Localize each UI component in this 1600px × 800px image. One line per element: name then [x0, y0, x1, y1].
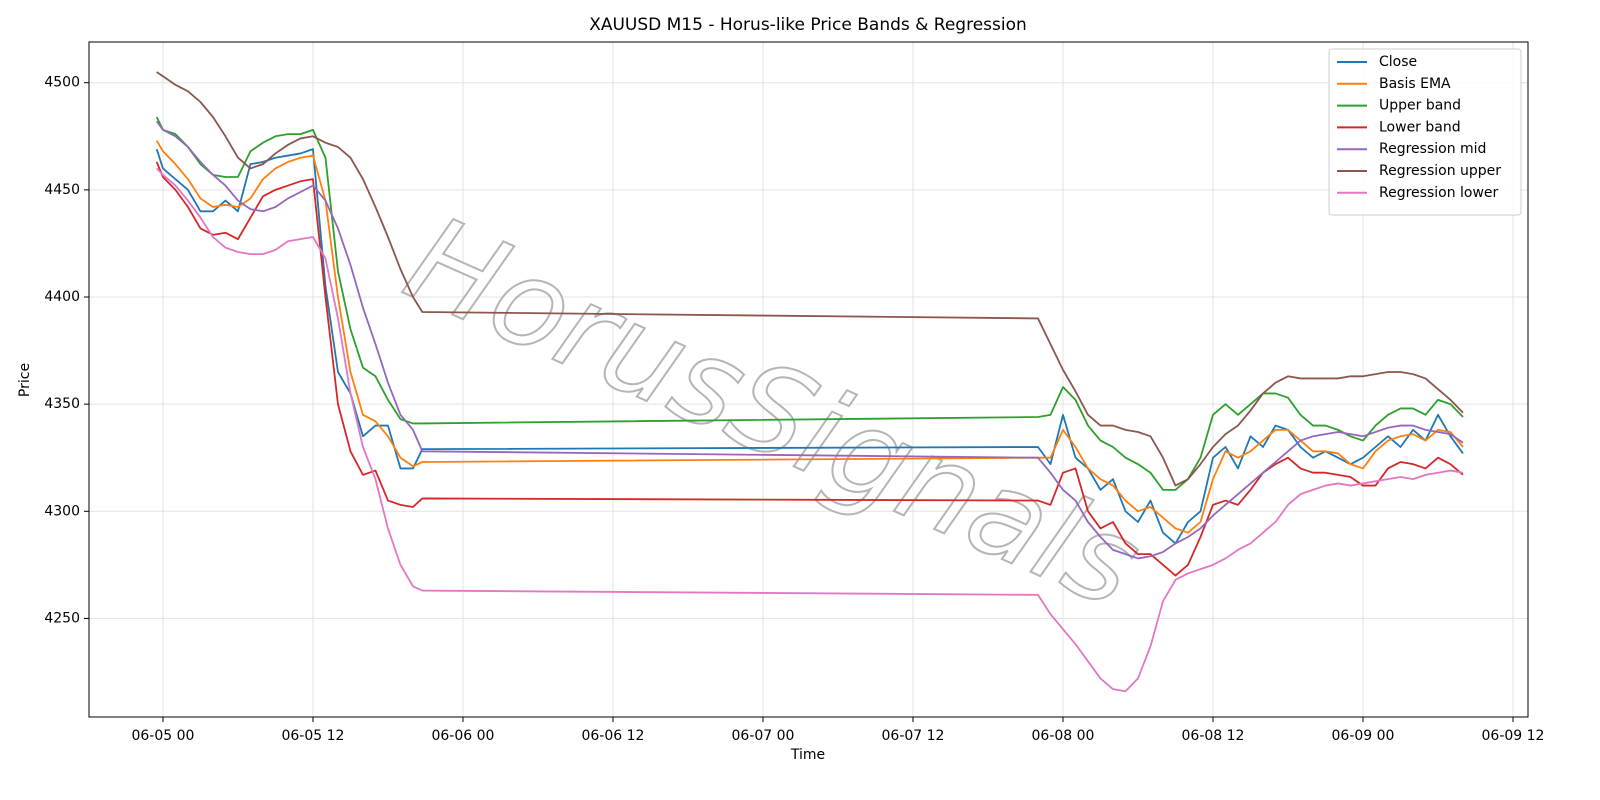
legend-label: Regression lower [1379, 185, 1499, 201]
series-line [156, 71, 1464, 487]
series-line [155, 120, 1464, 560]
x-tick-label: 06-08 00 [1032, 728, 1095, 744]
x-tick-label: 06-07 00 [732, 728, 795, 744]
legend-label: Upper band [1379, 98, 1461, 114]
series-line [155, 140, 1464, 534]
legend-label: Basis EMA [1379, 76, 1451, 92]
legend-box [1328, 48, 1522, 216]
y-tick-label: 4250 [44, 610, 80, 626]
x-tick-label: 06-05 12 [281, 728, 344, 744]
x-tick-label: 06-09 00 [1332, 728, 1395, 744]
y-tick-label: 4350 [44, 396, 80, 412]
plot-frame [88, 41, 1529, 718]
series-line [155, 161, 1464, 577]
y-tick-label: 4300 [44, 503, 80, 519]
legend-label: Close [1379, 54, 1417, 70]
x-tick-label: 06-07 12 [882, 728, 945, 744]
x-tick-label: 06-05 00 [131, 728, 194, 744]
legend-label: Lower band [1379, 119, 1461, 135]
y-tick-label: 4450 [44, 182, 80, 198]
x-tick-label: 06-08 12 [1182, 728, 1245, 744]
legend-label: Regression upper [1379, 163, 1501, 179]
legend-label: Regression mid [1379, 141, 1486, 157]
y-tick-label: 4500 [44, 75, 80, 91]
x-axis-label: Time [790, 747, 825, 763]
y-axis-label: Price [17, 363, 33, 397]
chart-title: XAUUSD M15 - Horus-like Price Bands & Re… [589, 15, 1027, 35]
x-tick-label: 06-06 00 [431, 728, 494, 744]
x-tick-label: 06-09 12 [1482, 728, 1545, 744]
x-tick-label: 06-06 12 [581, 728, 644, 744]
y-tick-label: 4400 [44, 289, 80, 305]
series-line [156, 167, 1464, 693]
